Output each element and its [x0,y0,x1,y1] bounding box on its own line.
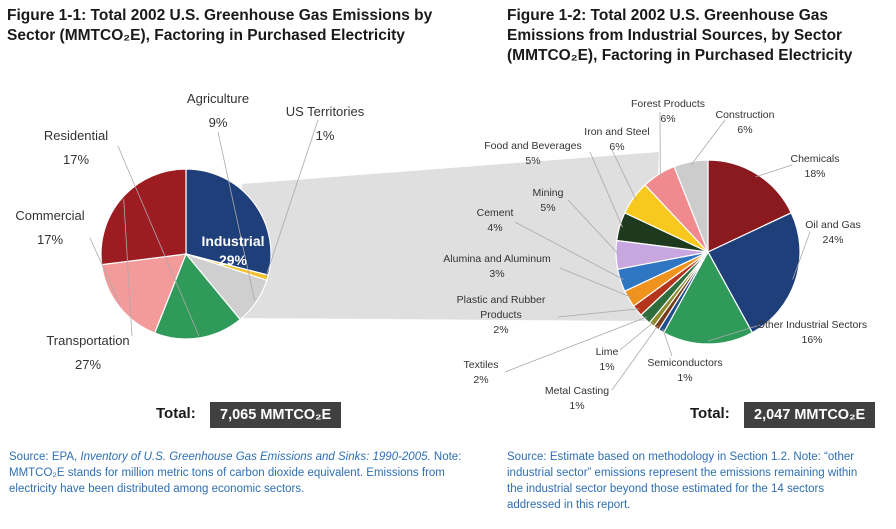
label-forest-products: Forest Products 6% [631,98,705,125]
label-lime: Lime 1% [596,346,619,373]
slice-oil-and-gas [707,212,801,334]
label-residential: Residential 17% [44,128,108,167]
label-agriculture: Agriculture 9% [187,91,249,130]
label-commercial: Commercial 17% [15,208,84,247]
leader-us-territories [265,119,319,278]
label-cement: Cement 4% [477,207,514,234]
slice-industrial [185,168,272,276]
source-note-left: Source: EPA, Inventory of U.S. Greenhous… [9,449,479,497]
leader-food-and-beverages [589,151,623,228]
label-other-industrial-sectors: Other Industrial Sectors 16% [757,319,867,346]
pie-chart-2 [615,159,801,345]
label-iron-and-steel: Iron and Steel 6% [584,126,649,153]
leader-mining [567,199,620,256]
leader-lime [619,322,654,351]
label-semiconductors: Semiconductors 1% [647,357,722,384]
leader-oil-and-gas [792,231,811,280]
leader-commercial [89,237,121,306]
slice-labels: Industrial 29% US Territories 1% Agriculture… [15,91,867,412]
label-oil-and-gas: Oil and Gas 24% [805,219,860,246]
source-note-right: Source: Estimate based on methodology in… [507,451,858,511]
leader-chemicals [755,164,793,178]
source-left-title: Inventory of U.S. Greenhouse Gas Emissio… [80,451,431,463]
label-textiles: Textiles 2% [463,359,498,386]
label-transportation: Transportation 27% [46,333,129,372]
leader-metal-casting [611,325,659,391]
label-plastic-and-rubber-products: Plastic and Rubber Products 2% [457,294,546,336]
total-label-1: Total: [156,405,196,422]
label-mining: Mining 5% [533,187,564,214]
source-left-note: Note: MMTCO₂E stands for million metric … [9,451,462,495]
pie-chart-1 [100,168,272,340]
leader-textiles [504,316,648,373]
slice-chemicals [707,159,793,253]
explode-connector [236,152,659,321]
label-construction: Construction 6% [716,109,775,136]
leader-transportation [123,199,133,337]
leader-cement [514,221,624,280]
leader-other-industrial-sectors [707,324,761,342]
label-chemicals: Chemicals 18% [790,153,839,180]
figure-1-2-title: Figure 1-2: Total 2002 U.S. Greenhouse G… [507,7,853,64]
explode-connector-band [236,152,659,321]
leader-semiconductors [662,328,673,357]
label-metal-casting: Metal Casting 1% [545,385,609,412]
slice-other-industrial-sectors [662,250,754,345]
slice-residential [153,252,242,340]
source-left-prefix: Source: EPA, [9,451,81,463]
total-label-2: Total: [690,405,730,422]
leader-iron-and-steel [611,149,637,200]
leader-alumina-and-aluminum [559,267,632,298]
label-alumina-and-aluminum: Alumina and Aluminum 3% [443,253,551,280]
total-value-1: 7,065 MMTCO₂E [210,402,342,428]
total-value-2: 2,047 MMTCO₂E [744,402,876,428]
figure-1-1-title: Figure 1-1: Total 2002 U.S. Greenhouse G… [7,7,433,44]
label-us-territories: US Territories 1% [286,104,365,143]
leader-lines [89,111,811,391]
leader-residential [117,145,200,337]
slice-construction [673,159,709,253]
slice-transportation [100,168,187,266]
leader-agriculture [217,131,256,301]
leader-construction [691,119,726,165]
label-food-and-beverages: Food and Beverages 5% [484,140,581,167]
leader-plastic-and-rubber-products [557,308,640,318]
slice-commercial [100,253,187,334]
label-industrial: Industrial 29% [201,233,264,268]
